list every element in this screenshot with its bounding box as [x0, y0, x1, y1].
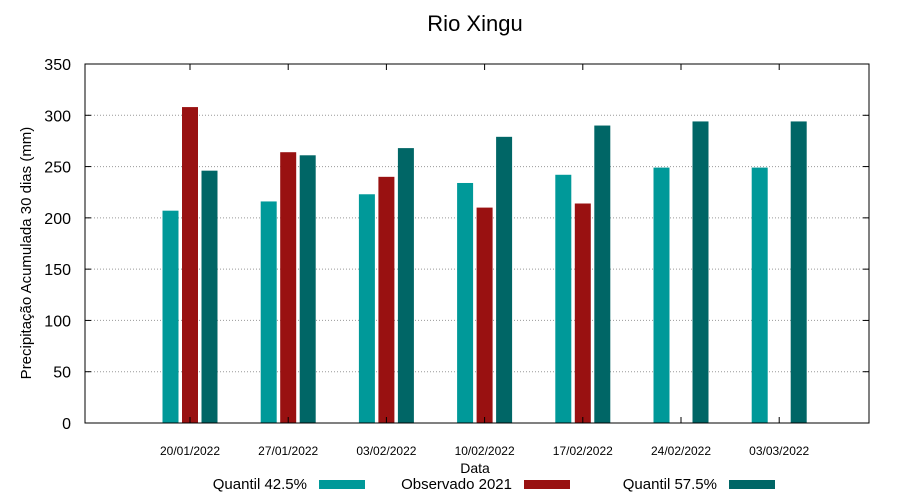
y-tick-label: 150 [44, 262, 71, 279]
x-tick-label: 10/02/2022 [455, 444, 515, 458]
bar [378, 176, 395, 423]
bar [751, 167, 768, 423]
y-tick-label: 200 [44, 211, 71, 228]
x-tick-label: 20/01/2022 [160, 444, 220, 458]
chart-title: Rio Xingu [427, 11, 522, 36]
bar [555, 174, 572, 423]
y-tick-label: 350 [44, 57, 71, 74]
x-tick-label: 24/02/2022 [651, 444, 711, 458]
y-tick-label: 300 [44, 108, 71, 125]
bar [790, 121, 807, 423]
legend-label: Quantil 57.5% [623, 476, 717, 493]
y-ticks: 0 50 100 150 200 250 300 350 [44, 57, 869, 433]
bar [260, 201, 277, 423]
bar [574, 203, 591, 423]
bar [653, 167, 670, 423]
bar [692, 121, 709, 423]
y-tick-label: 0 [62, 416, 71, 433]
bar [397, 148, 414, 423]
legend-swatch [729, 480, 775, 489]
legend-swatch [319, 480, 365, 489]
legend-label: Quantil 42.5% [213, 476, 307, 493]
x-tick-label: 17/02/2022 [553, 444, 613, 458]
bar [358, 194, 375, 423]
bar [280, 152, 297, 423]
bar [299, 155, 316, 423]
x-tick-label: 27/01/2022 [258, 444, 318, 458]
bar [594, 125, 611, 424]
bar [476, 207, 493, 423]
bar [496, 136, 513, 423]
bar [182, 107, 198, 423]
y-tick-label: 100 [44, 313, 71, 330]
bar [457, 182, 474, 423]
legend: Quantil 42.5% Observado 2021 Quantil 57.5% [213, 476, 775, 493]
plot-frame [84, 63, 870, 424]
y-axis-label: Precipitação Acumulada 30 dias (mm) [18, 127, 35, 380]
y-tick-label: 50 [53, 365, 71, 382]
x-axis-label: Data [460, 460, 490, 476]
bar [201, 170, 218, 423]
y-tick-label: 250 [44, 160, 71, 177]
x-ticks: 20/01/2022 27/01/2022 03/02/2022 10/02/2022… [160, 64, 810, 458]
legend-swatch [524, 480, 570, 489]
x-tick-label: 03/03/2022 [749, 444, 809, 458]
legend-label: Observado 2021 [401, 476, 512, 493]
bars [162, 107, 807, 424]
x-tick-label: 03/02/2022 [356, 444, 416, 458]
bar [162, 210, 179, 423]
